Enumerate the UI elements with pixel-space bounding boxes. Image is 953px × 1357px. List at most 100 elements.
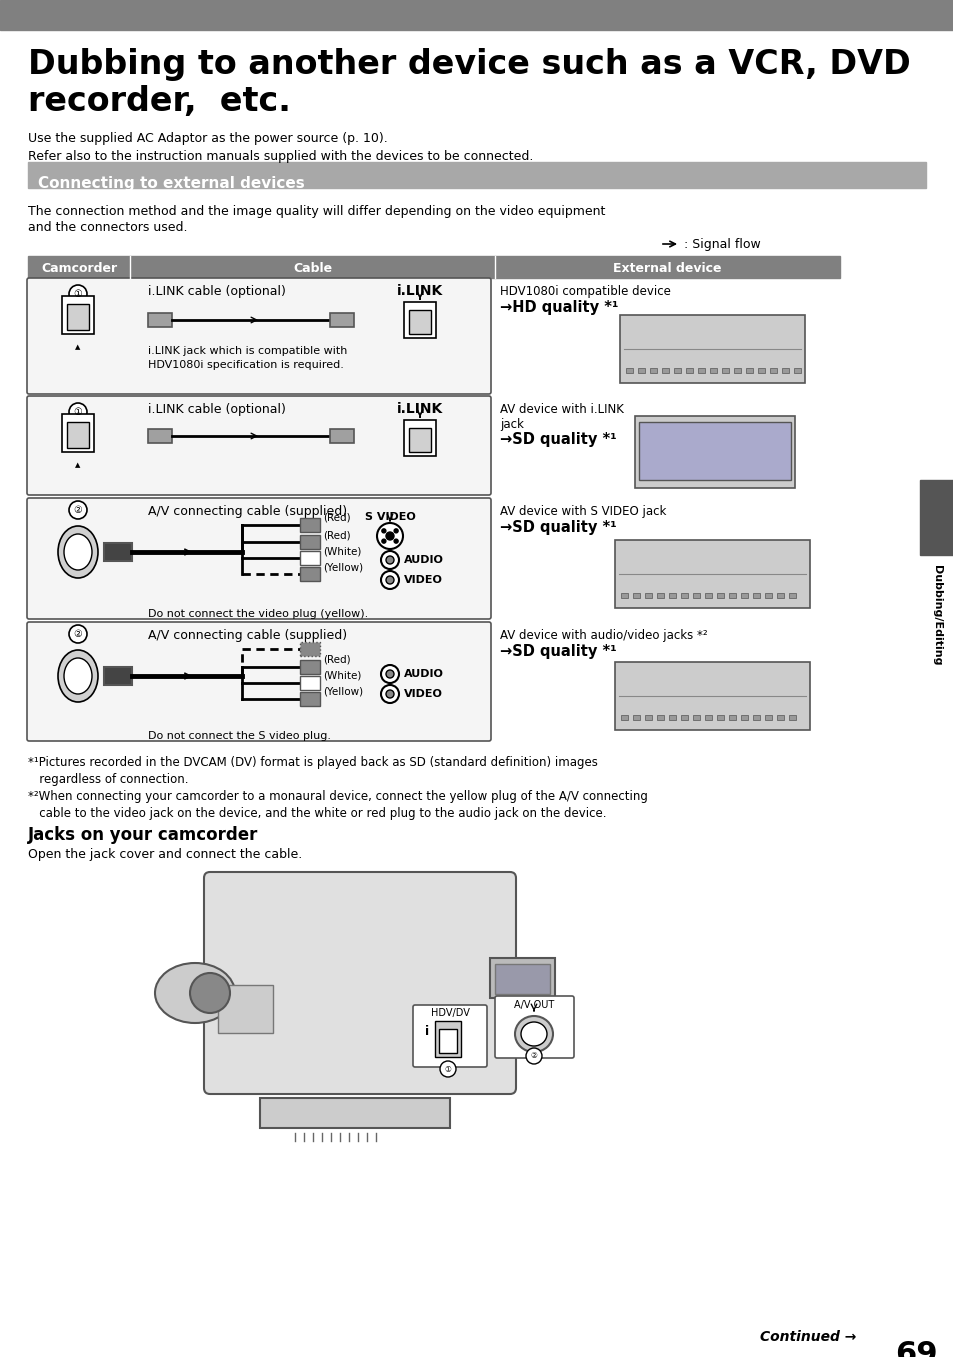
Circle shape: [69, 626, 87, 643]
Circle shape: [394, 539, 397, 543]
Bar: [299, 567, 319, 581]
Bar: [615, 662, 809, 730]
Bar: [717, 715, 723, 721]
Bar: [680, 715, 687, 721]
Text: VIDEO: VIDEO: [403, 575, 442, 585]
Bar: [148, 429, 172, 442]
Bar: [403, 421, 436, 456]
Bar: [793, 368, 801, 373]
Bar: [104, 668, 132, 685]
Bar: [620, 715, 627, 721]
Text: Jacks on your camcorder: Jacks on your camcorder: [28, 826, 258, 844]
Text: Use the supplied AC Adaptor as the power source (p. 10).: Use the supplied AC Adaptor as the power…: [28, 132, 387, 145]
Bar: [644, 715, 651, 721]
Circle shape: [386, 670, 394, 678]
FancyBboxPatch shape: [204, 873, 516, 1094]
Text: ①: ①: [73, 289, 82, 299]
Bar: [0, 0, 953, 30]
Bar: [758, 368, 764, 373]
FancyBboxPatch shape: [27, 396, 491, 495]
Bar: [781, 368, 788, 373]
Bar: [661, 368, 668, 373]
Text: A/V connecting cable (supplied): A/V connecting cable (supplied): [148, 505, 347, 518]
FancyBboxPatch shape: [413, 1006, 486, 1067]
Text: VIDEO: VIDEO: [403, 689, 442, 699]
Bar: [130, 256, 495, 278]
Bar: [62, 296, 94, 334]
Bar: [728, 593, 735, 598]
Bar: [745, 368, 752, 373]
Text: Do not connect the video plug (yellow).: Do not connect the video plug (yellow).: [148, 609, 368, 619]
Ellipse shape: [515, 1016, 553, 1052]
Text: ②: ②: [530, 1052, 537, 1061]
Ellipse shape: [58, 527, 98, 578]
Text: Dubbing/Editing: Dubbing/Editing: [931, 565, 941, 665]
Text: ②: ②: [73, 505, 82, 516]
Circle shape: [386, 689, 394, 697]
Bar: [260, 1098, 450, 1128]
Bar: [769, 368, 776, 373]
Text: Connecting to external devices: Connecting to external devices: [38, 176, 304, 191]
Text: Do not connect the S video plug.: Do not connect the S video plug.: [148, 731, 331, 741]
Bar: [490, 958, 555, 997]
Circle shape: [380, 685, 398, 703]
Text: Dubbing to another device such as a VCR, DVD: Dubbing to another device such as a VCR,…: [28, 47, 910, 81]
Circle shape: [386, 556, 394, 565]
Bar: [733, 368, 740, 373]
Text: cable to the video jack on the device, and the white or red plug to the audio ja: cable to the video jack on the device, a…: [28, 807, 606, 820]
Text: (White): (White): [323, 670, 361, 681]
Bar: [62, 414, 94, 452]
Text: HDV1080i specification is required.: HDV1080i specification is required.: [148, 360, 343, 370]
Bar: [692, 715, 700, 721]
Circle shape: [525, 1048, 541, 1064]
Bar: [409, 427, 431, 452]
Text: (White): (White): [323, 546, 361, 556]
Ellipse shape: [154, 963, 234, 1023]
Text: jack: jack: [499, 418, 523, 432]
Text: Cable: Cable: [293, 262, 332, 274]
Bar: [673, 368, 680, 373]
Text: ▲: ▲: [75, 345, 81, 350]
Text: Refer also to the instruction manuals supplied with the devices to be connected.: Refer also to the instruction manuals su…: [28, 151, 533, 163]
Circle shape: [376, 522, 402, 550]
Bar: [698, 368, 704, 373]
Bar: [635, 417, 794, 489]
Text: regardless of connection.: regardless of connection.: [28, 773, 189, 786]
Bar: [704, 593, 711, 598]
Circle shape: [439, 1061, 456, 1077]
Bar: [788, 593, 795, 598]
Ellipse shape: [64, 535, 91, 570]
Text: i.LINK: i.LINK: [396, 402, 442, 417]
Bar: [330, 429, 354, 442]
Bar: [680, 593, 687, 598]
Bar: [638, 368, 644, 373]
Text: External device: External device: [613, 262, 721, 274]
Bar: [495, 963, 550, 993]
Text: i.LINK: i.LINK: [396, 284, 442, 299]
Text: recorder,  etc.: recorder, etc.: [28, 85, 291, 118]
Text: (Yellow): (Yellow): [323, 687, 363, 697]
Circle shape: [380, 665, 398, 683]
Bar: [788, 715, 795, 721]
Text: →SD quality *¹: →SD quality *¹: [499, 432, 616, 446]
Text: The connection method and the image quality will differ depending on the video e: The connection method and the image qual…: [28, 205, 605, 218]
Text: A/V connecting cable (supplied): A/V connecting cable (supplied): [148, 630, 347, 642]
Circle shape: [69, 403, 87, 421]
Bar: [299, 535, 319, 550]
Bar: [728, 715, 735, 721]
Bar: [218, 985, 273, 1033]
Bar: [685, 368, 692, 373]
Text: ①: ①: [444, 1064, 451, 1073]
Bar: [649, 368, 657, 373]
Circle shape: [69, 501, 87, 518]
Bar: [28, 256, 130, 278]
Bar: [633, 715, 639, 721]
Bar: [299, 518, 319, 532]
Text: 69: 69: [894, 1339, 937, 1357]
Text: AV device with i.LINK: AV device with i.LINK: [499, 403, 623, 417]
Circle shape: [381, 529, 385, 533]
Bar: [776, 715, 783, 721]
Bar: [657, 715, 663, 721]
FancyBboxPatch shape: [27, 278, 491, 394]
Text: i.LINK cable (optional): i.LINK cable (optional): [148, 285, 286, 299]
